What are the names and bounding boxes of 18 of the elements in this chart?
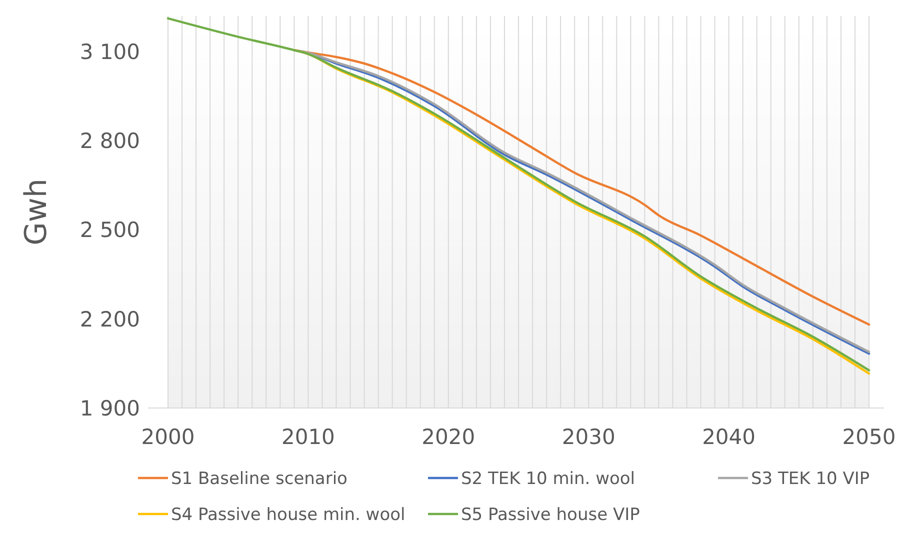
legend-label: S3 TEK 10 VIP — [751, 468, 870, 489]
x-tick-label: 2000 — [141, 425, 195, 449]
x-tick-label: 2010 — [281, 425, 335, 449]
legend-label: S4 Passive house min. wool — [171, 504, 406, 525]
x-tick-label: 2050 — [842, 425, 896, 449]
y-axis-title: Gwh — [19, 178, 54, 246]
x-tick-label: 2030 — [562, 425, 616, 449]
y-tick-label: 2 800 — [80, 129, 140, 154]
y-tick-label: 3 100 — [80, 40, 140, 64]
legend-label: S2 TEK 10 min. wool — [461, 468, 636, 489]
y-tick-label: 2 500 — [80, 218, 140, 242]
legend-label: S1 Baseline scenario — [171, 468, 348, 489]
x-tick-label: 2040 — [702, 425, 756, 449]
line-series — [166, 17, 870, 372]
y-tick-label: 2 200 — [80, 307, 140, 332]
x-tick-label: 2020 — [422, 425, 476, 449]
y-tick-label: 1 900 — [80, 396, 140, 420]
legend-label: S5 Passive house VIP — [461, 504, 640, 525]
